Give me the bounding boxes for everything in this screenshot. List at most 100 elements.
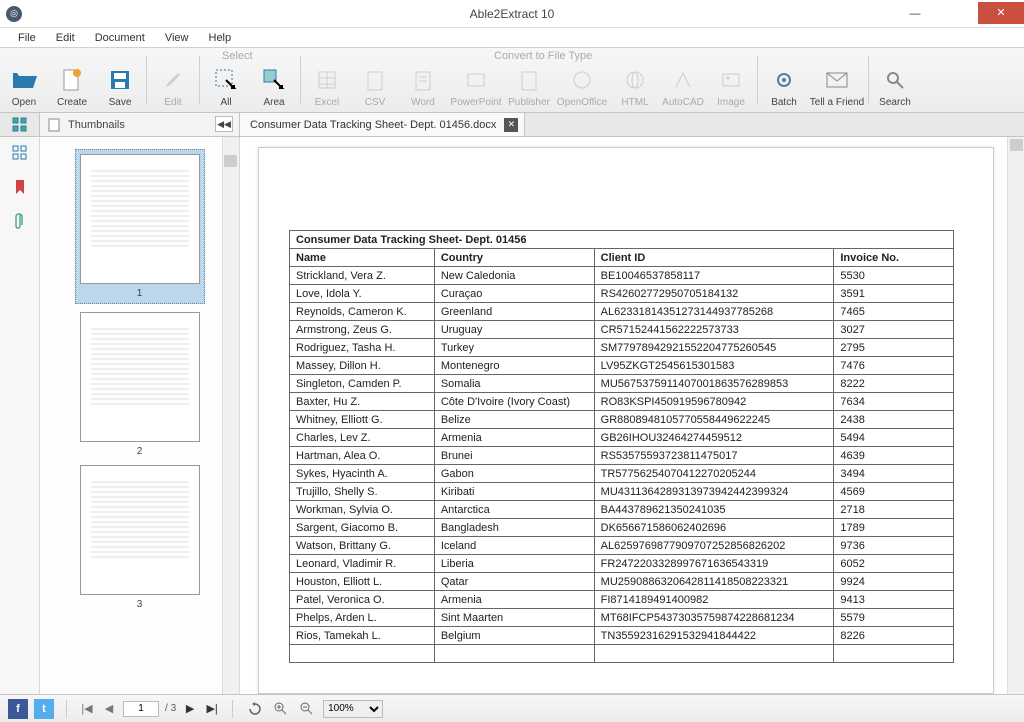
document-canvas[interactable]: Consumer Data Tracking Sheet- Dept. 0145… bbox=[258, 147, 994, 694]
sidepanel-grid-icon[interactable] bbox=[0, 113, 40, 136]
tell-friend-button[interactable]: Tell a Friend bbox=[808, 48, 866, 112]
zoom-out-button[interactable] bbox=[297, 699, 317, 719]
twitter-icon[interactable]: t bbox=[34, 699, 54, 719]
document-tab[interactable]: Consumer Data Tracking Sheet- Dept. 0145… bbox=[240, 113, 525, 136]
search-button[interactable]: Search bbox=[871, 48, 919, 112]
zoom-in-button[interactable] bbox=[271, 699, 291, 719]
select-area-button[interactable]: Area bbox=[250, 48, 298, 112]
csv-button[interactable]: CSV bbox=[351, 48, 399, 112]
thumb-2-label: 2 bbox=[75, 446, 205, 457]
save-button[interactable]: Save bbox=[96, 48, 144, 112]
thumbnails-panel: 1 2 3 bbox=[40, 137, 240, 694]
html-button[interactable]: HTML bbox=[611, 48, 659, 112]
table-row: Rios, Tamekah L.BelgiumTN355923162915329… bbox=[290, 627, 954, 645]
col-country: Country bbox=[434, 249, 594, 267]
table-row: Watson, Brittany G.IcelandAL625976987790… bbox=[290, 537, 954, 555]
menu-edit[interactable]: Edit bbox=[46, 30, 85, 46]
last-page-button[interactable]: ▶| bbox=[204, 701, 220, 717]
rail-bookmark-icon[interactable] bbox=[10, 177, 30, 197]
table-row: Armstrong, Zeus G.UruguayCR5715244156222… bbox=[290, 321, 954, 339]
thumbnail-page-1[interactable]: 1 bbox=[75, 149, 205, 304]
edit-button[interactable]: Edit bbox=[149, 48, 197, 112]
open-button[interactable]: Open bbox=[0, 48, 48, 112]
select-area-icon bbox=[261, 67, 287, 93]
app-icon: ◎ bbox=[6, 6, 22, 22]
toolbar: Select Convert to File Type Open Create … bbox=[0, 48, 1024, 113]
gear-icon bbox=[771, 67, 797, 93]
main-area: 1 2 3 Consumer Data Tracking Sheet- Dept… bbox=[0, 137, 1024, 694]
table-row: Sargent, Giacomo B.BangladeshDK656671586… bbox=[290, 519, 954, 537]
next-page-button[interactable]: ▶ bbox=[182, 701, 198, 717]
minimize-button[interactable]: — bbox=[894, 2, 936, 26]
thumb-1-label: 1 bbox=[80, 288, 200, 299]
titlebar: ◎ Able2Extract 10 — ✕ bbox=[0, 0, 1024, 28]
powerpoint-button[interactable]: PowerPoint bbox=[447, 48, 505, 112]
envelope-icon bbox=[824, 67, 850, 93]
select-all-button[interactable]: All bbox=[202, 48, 250, 112]
excel-button[interactable]: Excel bbox=[303, 48, 351, 112]
table-row: Singleton, Camden P.SomaliaMU56753759114… bbox=[290, 375, 954, 393]
rail-grid-icon[interactable] bbox=[10, 143, 30, 163]
rail-attachment-icon[interactable] bbox=[10, 211, 30, 231]
table-title: Consumer Data Tracking Sheet- Dept. 0145… bbox=[290, 231, 954, 249]
collapse-panel-button[interactable]: ◀◀ bbox=[215, 116, 233, 132]
facebook-icon[interactable]: f bbox=[8, 699, 28, 719]
close-tab-button[interactable]: ✕ bbox=[504, 118, 518, 132]
col-invoice: Invoice No. bbox=[834, 249, 954, 267]
excel-icon bbox=[314, 67, 340, 93]
table-row: Reynolds, Cameron K.GreenlandAL623318143… bbox=[290, 303, 954, 321]
table-row: Leonard, Vladimir R.LiberiaFR24722033289… bbox=[290, 555, 954, 573]
csv-icon bbox=[362, 67, 388, 93]
create-button[interactable]: Create bbox=[48, 48, 96, 112]
autocad-button[interactable]: AutoCAD bbox=[659, 48, 707, 112]
rotate-button[interactable] bbox=[245, 699, 265, 719]
prev-page-button[interactable]: ◀ bbox=[101, 701, 117, 717]
openoffice-icon bbox=[569, 67, 595, 93]
table-row: Hartman, Alea O.BruneiRS5357559372381147… bbox=[290, 447, 954, 465]
openoffice-button[interactable]: OpenOffice bbox=[553, 48, 611, 112]
table-row: Phelps, Arden L.Sint MaartenMT68IFCP5437… bbox=[290, 609, 954, 627]
app-title: Able2Extract 10 bbox=[470, 7, 555, 21]
search-icon bbox=[882, 67, 908, 93]
data-table: Consumer Data Tracking Sheet- Dept. 0145… bbox=[289, 230, 954, 663]
window-controls: — ✕ bbox=[894, 2, 1024, 26]
menu-help[interactable]: Help bbox=[199, 30, 242, 46]
col-clientid: Client ID bbox=[594, 249, 834, 267]
image-button[interactable]: Image bbox=[707, 48, 755, 112]
maximize-button[interactable] bbox=[936, 2, 978, 26]
zoom-select[interactable]: 100% bbox=[323, 700, 383, 718]
thumbnails-label: Thumbnails bbox=[68, 119, 125, 131]
word-icon bbox=[410, 67, 436, 93]
table-row bbox=[290, 645, 954, 663]
menu-file[interactable]: File bbox=[8, 30, 46, 46]
table-row: Sykes, Hyacinth A.GabonTR577562540704122… bbox=[290, 465, 954, 483]
batch-button[interactable]: Batch bbox=[760, 48, 808, 112]
doc-vscrollbar[interactable] bbox=[1007, 137, 1024, 694]
table-row: Rodriguez, Tasha H.TurkeySM7797894292155… bbox=[290, 339, 954, 357]
col-name: Name bbox=[290, 249, 435, 267]
document-view: Consumer Data Tracking Sheet- Dept. 0145… bbox=[240, 137, 1024, 694]
page-input[interactable] bbox=[123, 701, 159, 717]
left-rail bbox=[0, 137, 40, 694]
thumbnail-page-3[interactable]: 3 bbox=[75, 465, 205, 610]
thumbnails-tab[interactable]: Thumbnails ◀◀ bbox=[40, 113, 240, 136]
table-row: Love, Idola Y.CuraçaoRS42602772950705184… bbox=[290, 285, 954, 303]
statusbar: f t |◀ ◀ / 3 ▶ ▶| 100% bbox=[0, 694, 1024, 722]
save-icon bbox=[107, 67, 133, 93]
thumbnail-page-2[interactable]: 2 bbox=[75, 312, 205, 457]
autocad-icon bbox=[670, 67, 696, 93]
menu-document[interactable]: Document bbox=[85, 30, 155, 46]
publisher-button[interactable]: Publisher bbox=[505, 48, 553, 112]
table-row: Trujillo, Shelly S.KiribatiMU43113642893… bbox=[290, 483, 954, 501]
table-row: Whitney, Elliott G.BelizeGR8808948105770… bbox=[290, 411, 954, 429]
document-new-icon bbox=[59, 67, 85, 93]
table-row: Charles, Lev Z.ArmeniaGB26IHOU3246427445… bbox=[290, 429, 954, 447]
publisher-icon bbox=[516, 67, 542, 93]
first-page-button[interactable]: |◀ bbox=[79, 701, 95, 717]
thumb-scrollbar[interactable] bbox=[222, 137, 239, 694]
menu-view[interactable]: View bbox=[155, 30, 199, 46]
table-row: Houston, Elliott L.QatarMU25908863206428… bbox=[290, 573, 954, 591]
word-button[interactable]: Word bbox=[399, 48, 447, 112]
select-all-icon bbox=[213, 67, 239, 93]
close-button[interactable]: ✕ bbox=[978, 2, 1024, 24]
